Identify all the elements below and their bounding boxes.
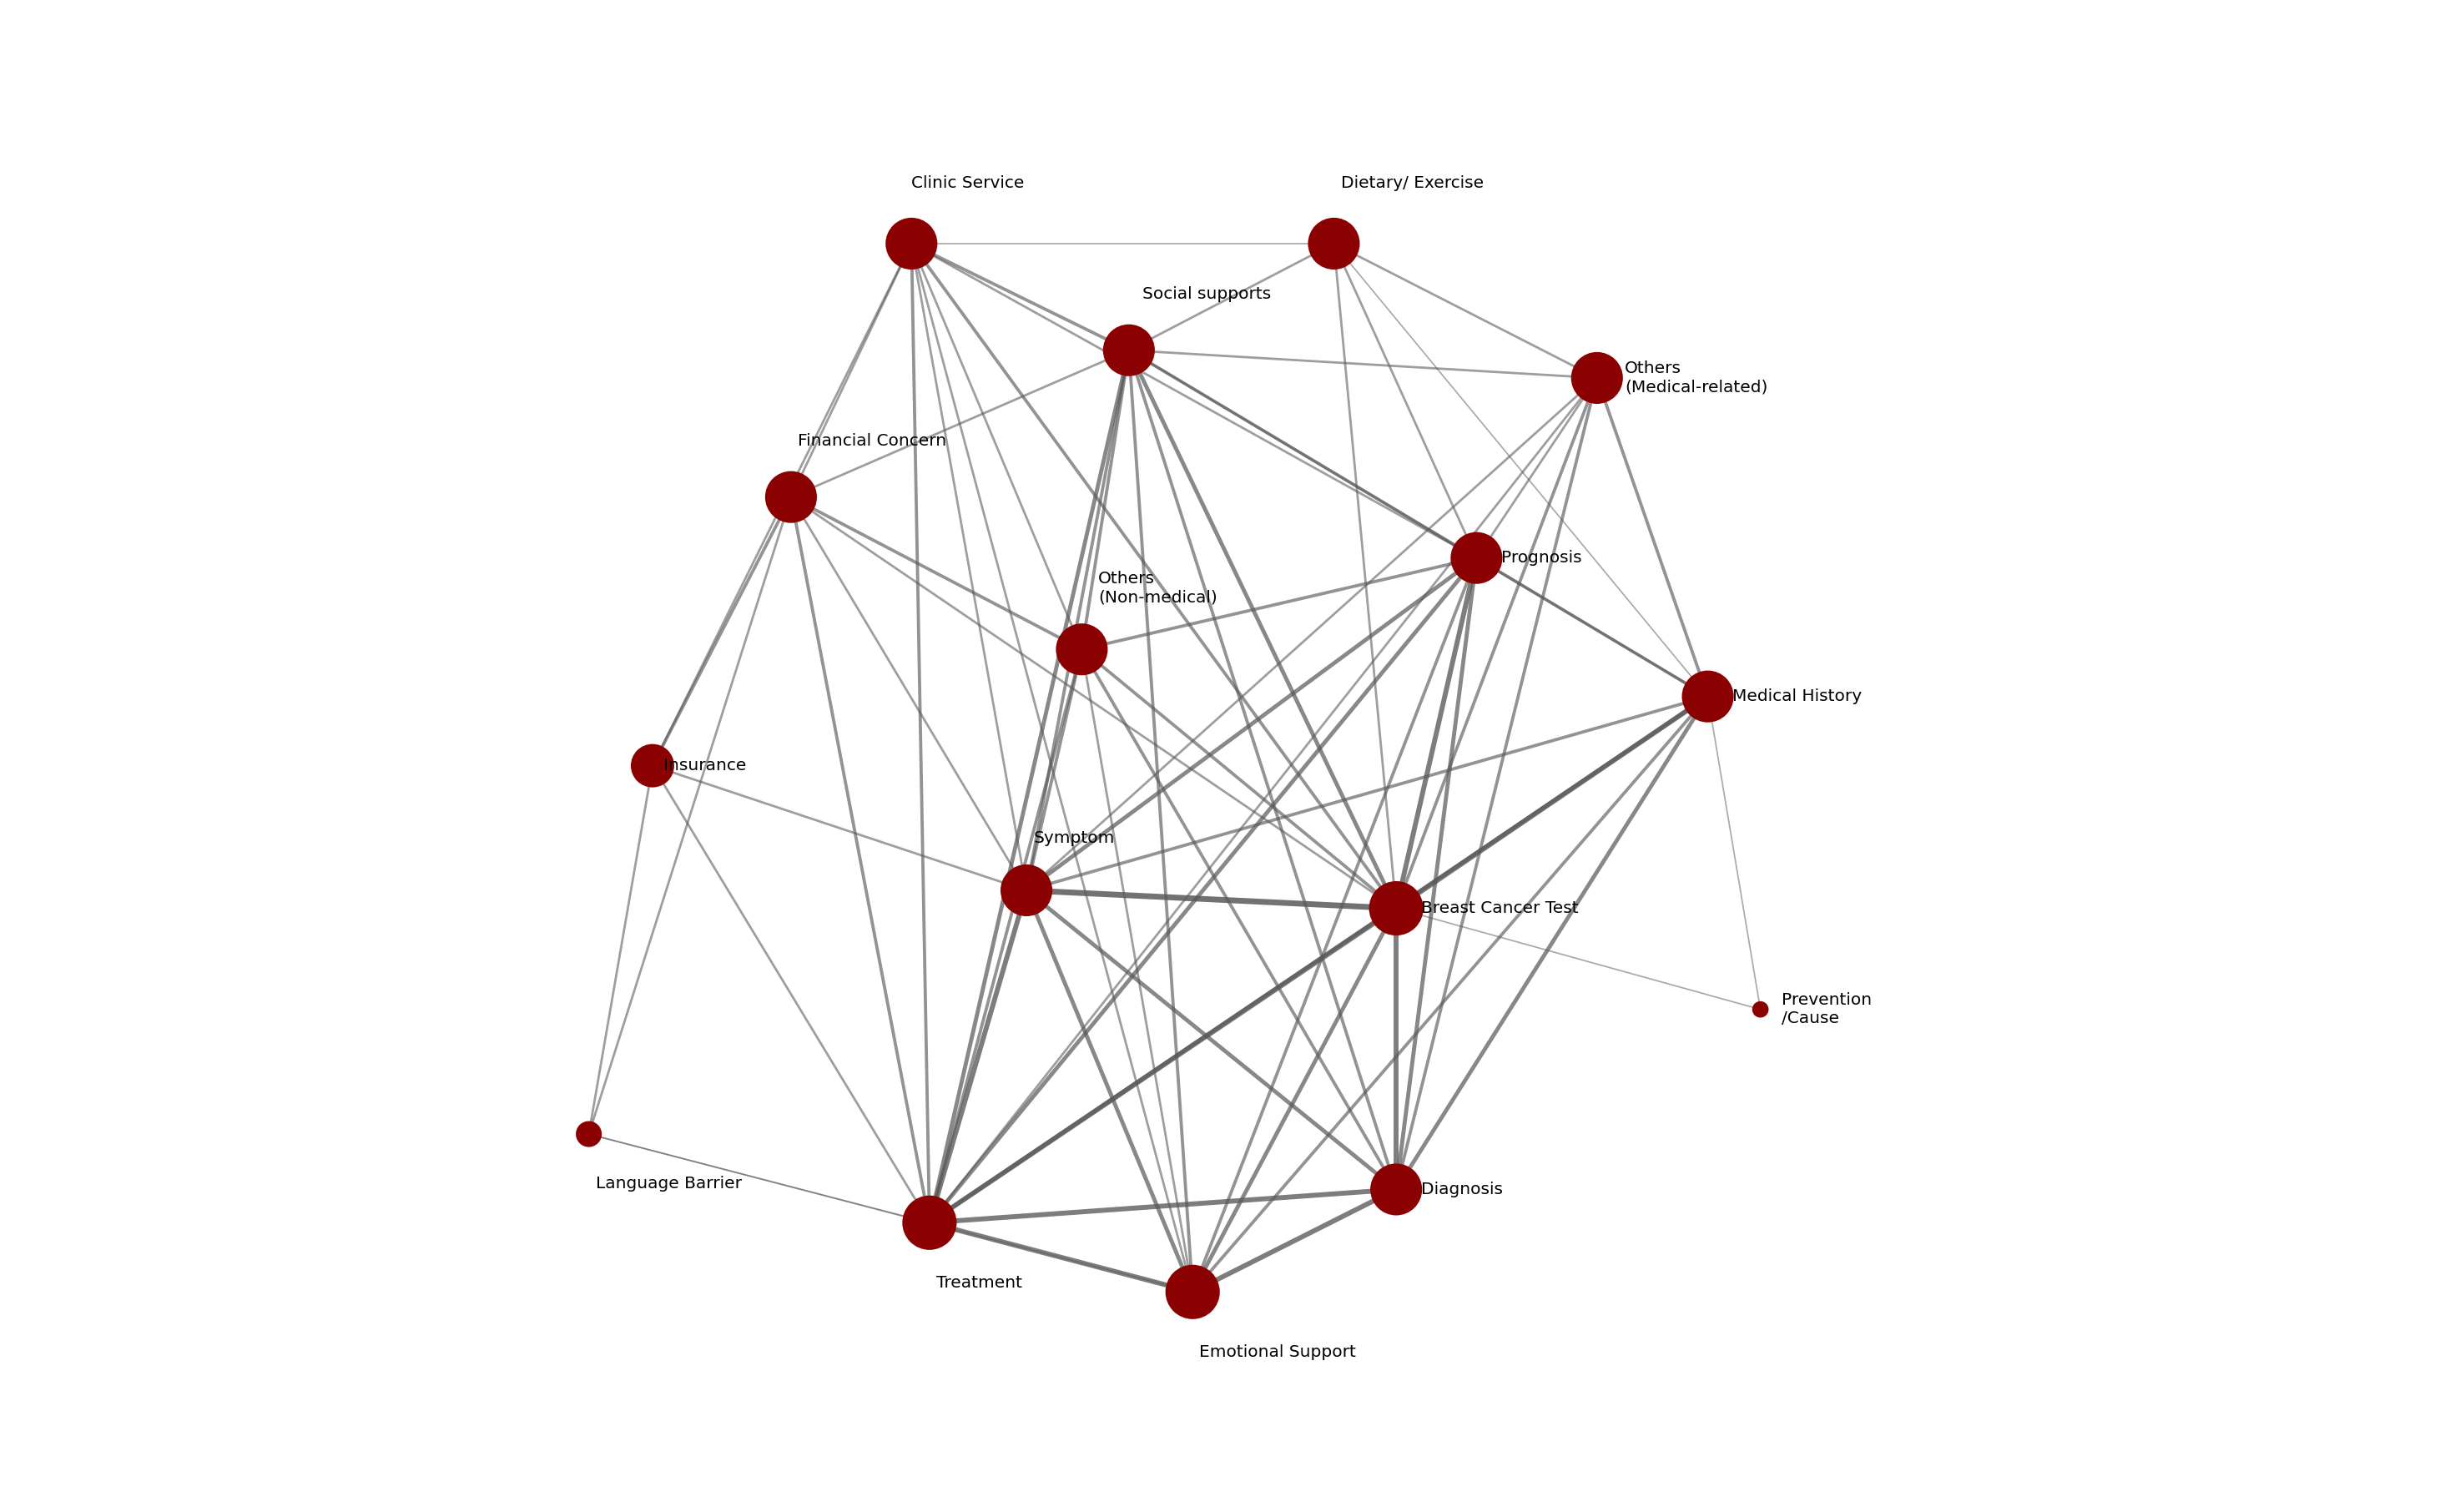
Point xyxy=(1378,1178,1417,1202)
Text: Treatment: Treatment xyxy=(937,1275,1023,1291)
Point xyxy=(1006,878,1046,903)
Point xyxy=(772,485,812,510)
Text: Prognosis: Prognosis xyxy=(1501,550,1582,565)
Text: Clinic Service: Clinic Service xyxy=(913,175,1023,191)
Text: Insurance: Insurance xyxy=(664,758,745,774)
Text: Dietary/ Exercise: Dietary/ Exercise xyxy=(1341,175,1483,191)
Text: Emotional Support: Emotional Support xyxy=(1200,1344,1355,1361)
Text: Symptom: Symptom xyxy=(1033,830,1114,847)
Text: Others
(Medical-related): Others (Medical-related) xyxy=(1624,361,1769,395)
Text: Language Barrier: Language Barrier xyxy=(595,1176,743,1191)
Text: Medical History: Medical History xyxy=(1732,688,1862,705)
Text: Prevention
/Cause: Prevention /Cause xyxy=(1781,992,1872,1027)
Point xyxy=(632,753,672,777)
Point xyxy=(893,231,932,256)
Text: Others
(Non-medical): Others (Non-medical) xyxy=(1100,572,1218,605)
Point xyxy=(1378,897,1417,921)
Text: Social supports: Social supports xyxy=(1144,286,1272,302)
Point xyxy=(1456,546,1496,570)
Point xyxy=(1688,685,1727,709)
Text: Financial Concern: Financial Concern xyxy=(797,432,947,449)
Point xyxy=(1063,637,1102,661)
Text: Diagnosis: Diagnosis xyxy=(1422,1181,1503,1198)
Point xyxy=(1314,231,1353,256)
Point xyxy=(568,1122,608,1146)
Point xyxy=(1109,339,1149,363)
Point xyxy=(910,1211,950,1235)
Point xyxy=(1742,998,1781,1022)
Point xyxy=(1173,1279,1213,1303)
Text: Breast Cancer Test: Breast Cancer Test xyxy=(1422,901,1579,916)
Point xyxy=(1577,366,1616,390)
